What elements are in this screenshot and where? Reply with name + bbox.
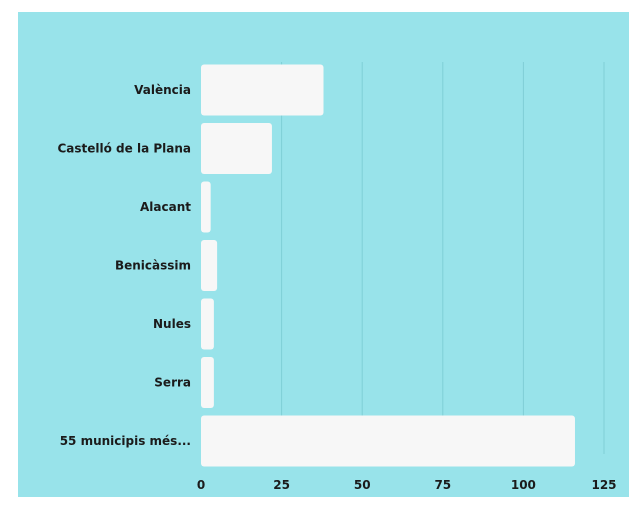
x-tick-label: 50 (354, 478, 371, 492)
bar (201, 123, 272, 174)
x-tick-label: 100 (511, 478, 536, 492)
category-label: Serra (154, 376, 191, 390)
x-tick-label: 25 (273, 478, 290, 492)
x-axis-tick-labels: 0 25 50 75 100 125 (197, 478, 617, 492)
x-tick-label: 75 (434, 478, 451, 492)
category-label: Nules (153, 317, 191, 331)
category-label: Castelló de la Plana (57, 142, 191, 156)
x-tick-label: 125 (591, 478, 616, 492)
bar (201, 415, 575, 467)
category-labels: València Castelló de la Plana Alacant Benic… (57, 83, 191, 448)
bar (201, 240, 218, 291)
grid-lines (281, 62, 605, 454)
x-tick-label: 0 (197, 478, 205, 492)
category-label: Alacant (140, 200, 191, 214)
bar (201, 181, 211, 233)
bar (201, 357, 214, 408)
bar (201, 64, 324, 116)
category-label: Benicàssim (115, 259, 191, 273)
category-label: 55 municipis més... (60, 434, 191, 448)
category-label: València (134, 83, 191, 97)
bars (201, 64, 575, 467)
bar (201, 298, 214, 350)
